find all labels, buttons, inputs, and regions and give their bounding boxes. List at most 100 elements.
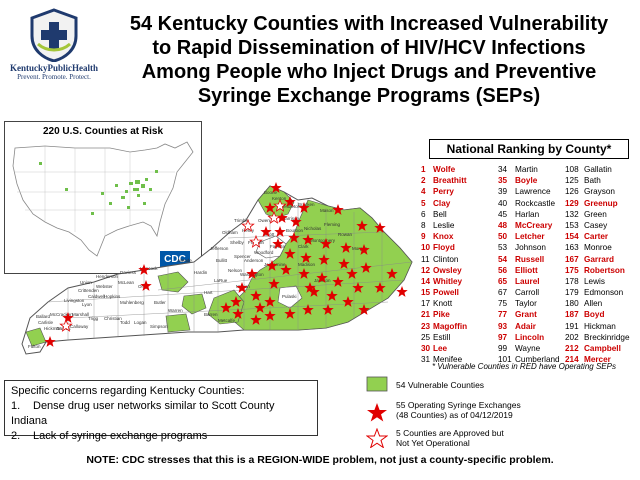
label-todd: Todd	[120, 320, 130, 325]
sep-star-icon	[260, 226, 272, 237]
label-bullitt: Bullitt	[216, 258, 228, 263]
concerns-box: Specific concerns regarding Kentucky Cou…	[4, 380, 318, 442]
label-hart: Hart	[204, 290, 213, 295]
label-owen: Owen	[258, 218, 270, 223]
ranking-county: Russell	[515, 254, 545, 264]
ranking-county: Breckinridge	[584, 332, 630, 342]
label-henderson: Henderson	[96, 274, 119, 279]
label-montgomery: Montgomery	[310, 238, 336, 243]
label-carlisle: Carlisle	[38, 320, 54, 325]
legend-operating: 55 Operating Syringe Exchanges (48 Count…	[396, 400, 521, 420]
approved-star-icon	[267, 210, 281, 224]
sep-star-icon	[338, 258, 350, 269]
label-ohio: Ohio	[138, 284, 148, 289]
ranking-row: 2 Breathitt 35 Boyle 125 Bath	[421, 175, 637, 186]
sep-star-icon	[358, 304, 370, 315]
label-larue: LaRue	[214, 278, 228, 283]
ranking-rank: 153	[565, 220, 579, 230]
us-outline-map	[12, 141, 194, 257]
sep-star-icon	[220, 302, 232, 313]
legend-approved-line2: Not Yet Operational	[396, 438, 470, 448]
label-christian: Christian	[104, 316, 122, 321]
ranking-county: Magoffin	[433, 321, 468, 331]
sep-star-icon	[320, 238, 332, 249]
sep-star-icon	[254, 302, 266, 313]
approved-stars	[59, 198, 287, 332]
ranking-county: Lawrence	[515, 187, 551, 197]
sep-star-icon	[44, 336, 56, 347]
label-muhlenberg: Muhlenberg	[120, 300, 144, 305]
label-calloway: Calloway	[70, 324, 89, 329]
label-logan: Logan	[134, 320, 147, 325]
label-ballard: Ballard	[36, 314, 51, 319]
ranking-county: Garrard	[584, 254, 615, 264]
concern-text: Lack of syringe exchange programs	[33, 430, 208, 442]
ranking-row: 9 Knox 50 Letcher 154 Carter	[421, 231, 637, 242]
ranking-county: Letcher	[515, 232, 545, 242]
ranking-county: Menifee	[433, 355, 463, 365]
label-lyon: Lyon	[82, 302, 92, 307]
label-henry: Henry	[242, 228, 255, 233]
ranking-rank: 67	[498, 288, 508, 298]
ranking-county: Powell	[433, 288, 459, 298]
ranking-county: Bell	[433, 209, 447, 219]
ranking-rank: 6	[421, 209, 426, 219]
kentucky-county-map: Fulton Hickman Graves Calloway McCracken…	[21, 182, 413, 355]
sep-star-icon	[270, 182, 282, 193]
us-inset-map: 220 U.S. Counties at Risk	[4, 121, 202, 274]
ranking-rank: 5	[421, 198, 426, 208]
ranking-rank: 187	[565, 310, 579, 320]
sep-star-icon	[356, 220, 368, 231]
ranking-rank: 48	[498, 220, 508, 230]
sep-star-icon	[272, 238, 284, 249]
ranking-rank: 21	[421, 310, 431, 320]
label-rowan: Rowan	[338, 232, 353, 237]
label-boone: Boone	[264, 190, 278, 195]
label-simpson: Simpson	[150, 324, 168, 329]
sep-star-icon	[138, 264, 150, 275]
ranking-row: 12 Owsley 56 Elliott 175 Robertson	[421, 265, 637, 276]
ranking-rank: 17	[421, 299, 431, 309]
ranking-rank: 39	[498, 187, 508, 197]
ranking-rank: 108	[565, 165, 579, 174]
label-bracken: Bracken	[298, 202, 315, 207]
ranking-rank: 35	[498, 176, 508, 186]
ranking-county: Greenup	[584, 198, 618, 208]
ranking-row: 14 Whitley 65 Laurel 178 Lewis	[421, 276, 637, 287]
ranking-county: Campbell	[584, 344, 621, 353]
ranking-rank: 126	[565, 187, 579, 197]
label-caldwell: Caldwell	[88, 294, 105, 299]
label-anderson: Anderson	[244, 258, 264, 263]
legend-approved-line1: 5 Counties are Approved but	[396, 428, 504, 438]
ranking-rank: 30	[421, 344, 431, 353]
ranking-rank: 14	[421, 276, 431, 286]
inset-title: 220 U.S. Counties at Risk	[42, 126, 164, 137]
sep-star-icon	[332, 204, 344, 215]
label-harrison: Harrison	[282, 216, 300, 221]
ranking-rank: 65	[498, 276, 508, 286]
ranking-county: Elliott	[515, 265, 538, 275]
ranking-row: 30 Lee 99 Wayne 212 Campbell	[421, 343, 637, 354]
ranking-county: Knott	[433, 299, 453, 309]
sep-star-icon	[266, 260, 278, 271]
sep-star-icon	[342, 296, 354, 307]
concern-text: Dense drug user networks similar to Scot…	[11, 400, 275, 427]
ranking-rank: 154	[565, 232, 579, 242]
ranking-county: Robertson	[584, 265, 625, 275]
title-line-1: 54 Kentucky Counties with Increased Vuln…	[129, 13, 609, 35]
ranking-county: Cumberland	[515, 355, 560, 365]
title-line-4: Syringe Exchange Programs (SEPs)	[197, 85, 541, 107]
sep-star-icon	[284, 308, 296, 319]
label-barren: Barren	[204, 312, 218, 317]
label-oldham: Oldham	[222, 230, 238, 235]
label-clark: Clark	[298, 244, 309, 249]
title-line-3: Among People who Inject Drugs and Preven…	[141, 61, 597, 83]
ranking-county: Rockcastle	[515, 198, 556, 208]
label-bourbon: Bourbon	[286, 228, 304, 233]
ranking-rank: 175	[565, 265, 579, 275]
ranking-rank: 23	[421, 321, 431, 331]
ranking-rank: 99	[498, 344, 508, 353]
ranking-county: Hickman	[584, 321, 616, 331]
ranking-county: Clay	[433, 198, 451, 208]
ranking-rank: 40	[498, 198, 508, 208]
